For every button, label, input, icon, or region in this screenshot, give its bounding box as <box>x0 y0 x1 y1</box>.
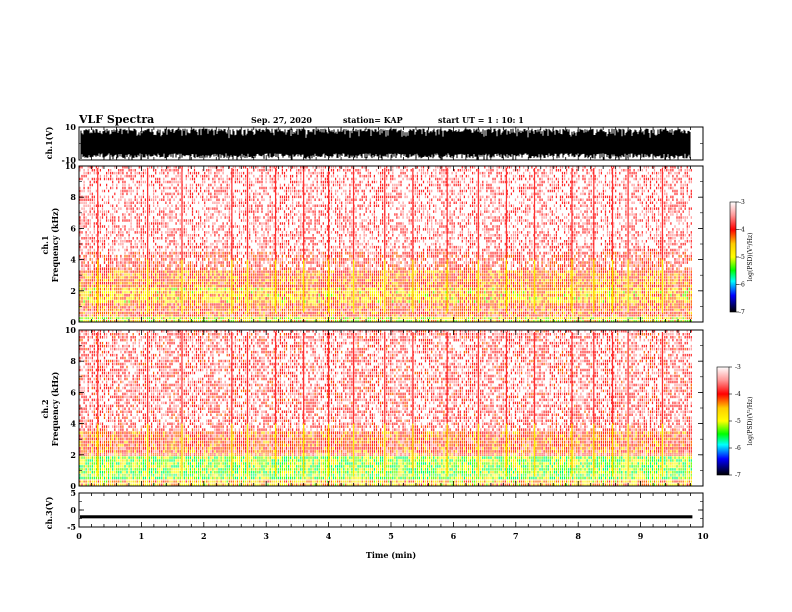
p-ch2spec-ytick-label: 8 <box>70 356 76 366</box>
x-tick-label: 10 <box>697 531 709 541</box>
spectrogram-band <box>79 330 692 431</box>
p-ch2spec-ytick-label: 6 <box>70 387 76 397</box>
x-tick-label: 9 <box>638 531 644 541</box>
ch1-waveform-trace <box>80 128 691 160</box>
spectrogram-band <box>83 287 690 303</box>
ch2-spectrogram-panel: 0 2 4 6 8 10 <box>65 325 704 491</box>
spectrogram-band <box>81 479 692 486</box>
spectrogram-band <box>85 287 688 303</box>
p-ch2spec-ytick-label: 4 <box>70 419 76 429</box>
ch3-waveform-panel: 50-50 1 2 3 4 5 6 7 8 9 10 <box>67 488 709 541</box>
x-axis-label: Time (min) <box>366 550 416 560</box>
spectrogram-band <box>81 270 692 288</box>
x-tick-label: 0 <box>76 531 82 541</box>
spectrogram-band <box>79 330 692 431</box>
x-tick-label: 4 <box>326 531 332 541</box>
start-time-label: start UT = 1 : 10: 1 <box>438 115 524 125</box>
ch2-spectrogram-ylabel-frequency: Frequency (kHz) <box>50 371 60 446</box>
ch1-waveform-panel: 10 -10 <box>62 122 704 165</box>
spectrogram-band <box>79 287 692 303</box>
p-ch1spec-ytick-label: 2 <box>70 286 76 296</box>
p-ch1spec-ytick-label: 8 <box>70 192 76 202</box>
spectrogram-band <box>79 303 692 317</box>
spectrogram-band <box>95 317 692 322</box>
spectrogram-band <box>79 303 692 317</box>
p-ch1spec-ytick-label: 4 <box>70 255 76 265</box>
plot-title: VLF Spectra <box>79 113 155 126</box>
colorbar-tick-label: -6 <box>735 445 741 452</box>
ch3-waveform-trace <box>80 515 693 519</box>
colorbar-tick-label: -6 <box>739 282 745 289</box>
ch2-colorbar-label: log(PSD)(V²/Hz) <box>747 397 754 446</box>
ch2-spectrogram-ylabel-channel: ch.2 <box>40 399 50 418</box>
p-ch2spec-ytick-label: 10 <box>65 325 77 335</box>
colorbar-tick-label: -7 <box>735 472 741 479</box>
spectrogram-band <box>83 251 692 271</box>
date-label: Sep. 27, 2020 <box>251 115 312 125</box>
x-tick-label: 7 <box>513 531 519 541</box>
ch1-waveform-ytick-label: 10 <box>65 122 77 132</box>
spectrogram-band <box>79 456 690 480</box>
spectrogram-band <box>79 479 690 486</box>
x-tick-label: 1 <box>139 531 145 541</box>
ch1-waveform-ytick-label: -10 <box>62 155 77 165</box>
ch1-colorbar-label: log(PSD)(V²/Hz) <box>747 233 754 282</box>
p-ch1spec-ytick-label: 0 <box>70 317 76 327</box>
p-ch2spec-ytick-label: 0 <box>70 481 76 491</box>
spectrogram-band <box>79 479 692 486</box>
colorbar-tick-label: -5 <box>739 254 745 261</box>
spectrogram-band <box>79 270 692 288</box>
spectrogram-band <box>79 166 692 252</box>
x-tick-label: 5 <box>388 531 394 541</box>
ch2-colorbar: -3 -4 -5 -6 -7 log(PSD)(V²/Hz) <box>716 364 754 479</box>
spectrogram-band <box>81 479 688 486</box>
ch1-spectrogram-ylabel-frequency: Frequency (kHz) <box>50 207 60 282</box>
ch1-waveform-ylabel: ch.1(V) <box>44 126 54 159</box>
colorbar-tick-label: -3 <box>739 199 745 206</box>
p-ch2spec-ytick-label: 2 <box>70 450 76 460</box>
p-ch1spec-ytick-label: 10 <box>65 161 77 171</box>
ch1-spectrogram-ylabel-channel: ch.1 <box>40 235 50 254</box>
spectrogram-band <box>83 317 680 322</box>
x-tick-label: 3 <box>263 531 269 541</box>
ch3-waveform-ytick-label: 0 <box>70 505 76 515</box>
colorbar-tick-label: -4 <box>735 391 741 398</box>
spectrogram-band <box>79 456 692 480</box>
ch1-colorbar: -3 -4 -5 -6 -7 log(PSD)(V²/Hz) <box>729 199 754 316</box>
x-tick-label: 8 <box>575 531 581 541</box>
ch3-waveform-ytick-label: -5 <box>67 522 76 532</box>
x-tick-label: 6 <box>451 531 457 541</box>
ch3-waveform-ytick-label: 5 <box>70 488 76 498</box>
spectrogram-band <box>79 251 692 271</box>
station-label: station= KAP <box>343 115 403 125</box>
colorbar-tick-label: -7 <box>739 309 745 316</box>
colorbar-tick-label: -5 <box>735 418 741 425</box>
ch3-waveform-ylabel: ch.3(V) <box>44 496 54 529</box>
x-tick-label: 2 <box>201 531 207 541</box>
plot-frame <box>78 492 704 528</box>
p-ch1spec-ytick-label: 6 <box>70 223 76 233</box>
colorbar-tick-label: -4 <box>739 227 745 234</box>
ch1-spectrogram-panel: 0 2 4 6 8 10 <box>65 161 704 327</box>
colorbar-tick-label: -3 <box>735 364 741 371</box>
spectrogram-band <box>83 431 692 456</box>
